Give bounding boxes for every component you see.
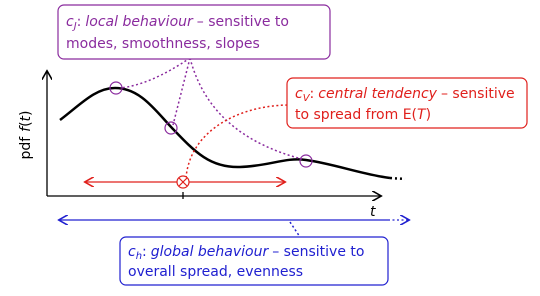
local-line2: modes, smoothness, slopes: [66, 36, 260, 52]
y-label-prefix: pdf: [18, 136, 34, 160]
y-label-open: (: [18, 121, 34, 126]
x-label: t: [370, 204, 376, 220]
separator: :: [310, 86, 315, 102]
line2-var: T: [417, 107, 427, 123]
y-label-close: ): [18, 110, 34, 115]
separator: :: [142, 244, 147, 260]
line2-end: ): [426, 107, 431, 123]
line2: to spread from E(: [295, 107, 417, 123]
subscript: V: [303, 93, 311, 104]
y-label: pdf f(t): [18, 110, 34, 159]
central-line1: cV: central tendency – sensitive: [295, 86, 515, 104]
symbol: c: [295, 86, 303, 102]
rest: – sensitive to: [197, 14, 289, 30]
local-line1: cJ: local behaviour – sensitive to: [66, 14, 289, 32]
local-links: [119, 57, 303, 160]
global-line1: ch: global behaviour – sensitive to: [128, 244, 364, 262]
name: global behaviour: [151, 244, 270, 260]
rest: – sensitive: [441, 86, 515, 102]
global-link: [289, 221, 301, 238]
local-circles: [109, 81, 313, 168]
central-line2: to spread from E(T): [295, 107, 431, 123]
separator: :: [77, 14, 82, 30]
symbol: c: [66, 14, 74, 30]
name: local behaviour: [85, 14, 194, 30]
subscript: J: [72, 21, 77, 32]
y-label-func: f: [18, 125, 34, 132]
mean-marker: [176, 175, 190, 189]
subscript: h: [136, 251, 142, 262]
central-link: [185, 104, 291, 179]
name: central tendency: [318, 86, 437, 102]
symbol: c: [128, 244, 136, 260]
local-box: [57, 4, 331, 60]
global-box: [119, 236, 389, 286]
pdf-curve: [59, 86, 391, 180]
curve-continuation: [389, 176, 406, 181]
global-line2: overall spread, evenness: [128, 264, 303, 280]
central-box: [286, 77, 528, 129]
y-label-arg: t: [18, 115, 34, 121]
rest: – sensitive to: [272, 244, 364, 260]
